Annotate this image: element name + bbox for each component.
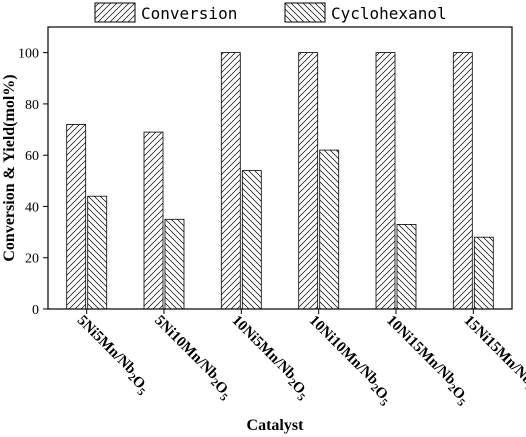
y-tick-label: 80	[25, 98, 39, 113]
bar-conversion-2	[220, 52, 241, 310]
x-axis-title: Catalyst	[247, 417, 305, 434]
bar-conversion-4	[375, 52, 396, 310]
x-tick-label: 5Ni10Mn/Nb2O5	[146, 313, 238, 405]
bar-cyclohexanol-3	[319, 149, 340, 310]
bar-conversion-3	[298, 52, 319, 310]
x-axis-ticks: 5Ni5Mn/Nb2O55Ni10Mn/Nb2O510Ni5Mn/Nb2O510…	[69, 309, 526, 410]
legend-label-cyclohexanol: Cyclohexanol	[331, 4, 447, 23]
legend-swatch-cyclohexanol	[284, 2, 326, 23]
y-tick-label: 40	[25, 200, 39, 215]
y-axis-ticks: 0 20 40 60 80 100	[18, 47, 48, 318]
bar-cyclohexanol-1	[164, 218, 185, 310]
x-tick-label: 10Ni5Mn/Nb2O5	[224, 313, 316, 405]
y-tick-label: 20	[25, 252, 39, 267]
bar-cyclohexanol-4	[396, 223, 417, 310]
bar-conversion-0	[66, 124, 87, 310]
y-tick-label: 100	[18, 47, 39, 62]
bar-cyclohexanol-5	[473, 236, 494, 310]
x-tick-label: 10Ni15Mn/Nb2O5	[378, 313, 475, 410]
bar-cyclohexanol-0	[87, 195, 108, 310]
bars-layer	[66, 52, 494, 310]
bar-conversion-5	[452, 52, 473, 310]
legend-swatch-conversion	[94, 2, 136, 23]
bar-conversion-1	[143, 131, 164, 310]
x-tick-label: 10Ni10Mn/Nb2O5	[301, 313, 398, 410]
bar-cyclohexanol-2	[241, 170, 262, 310]
plot-frame	[47, 26, 513, 310]
y-tick-label: 60	[25, 149, 39, 164]
y-tick-label: 0	[32, 303, 39, 318]
legend-label-conversion: Conversion	[141, 4, 237, 23]
x-tick-label: 5Ni5Mn/Nb2O5	[69, 313, 155, 399]
legend: Conversion Cyclohexanol	[94, 2, 447, 23]
x-tick-label: 15Ni15Mn/Nb2O5	[456, 313, 526, 410]
y-axis-title: Conversion & Yield(mol%)	[1, 74, 18, 261]
